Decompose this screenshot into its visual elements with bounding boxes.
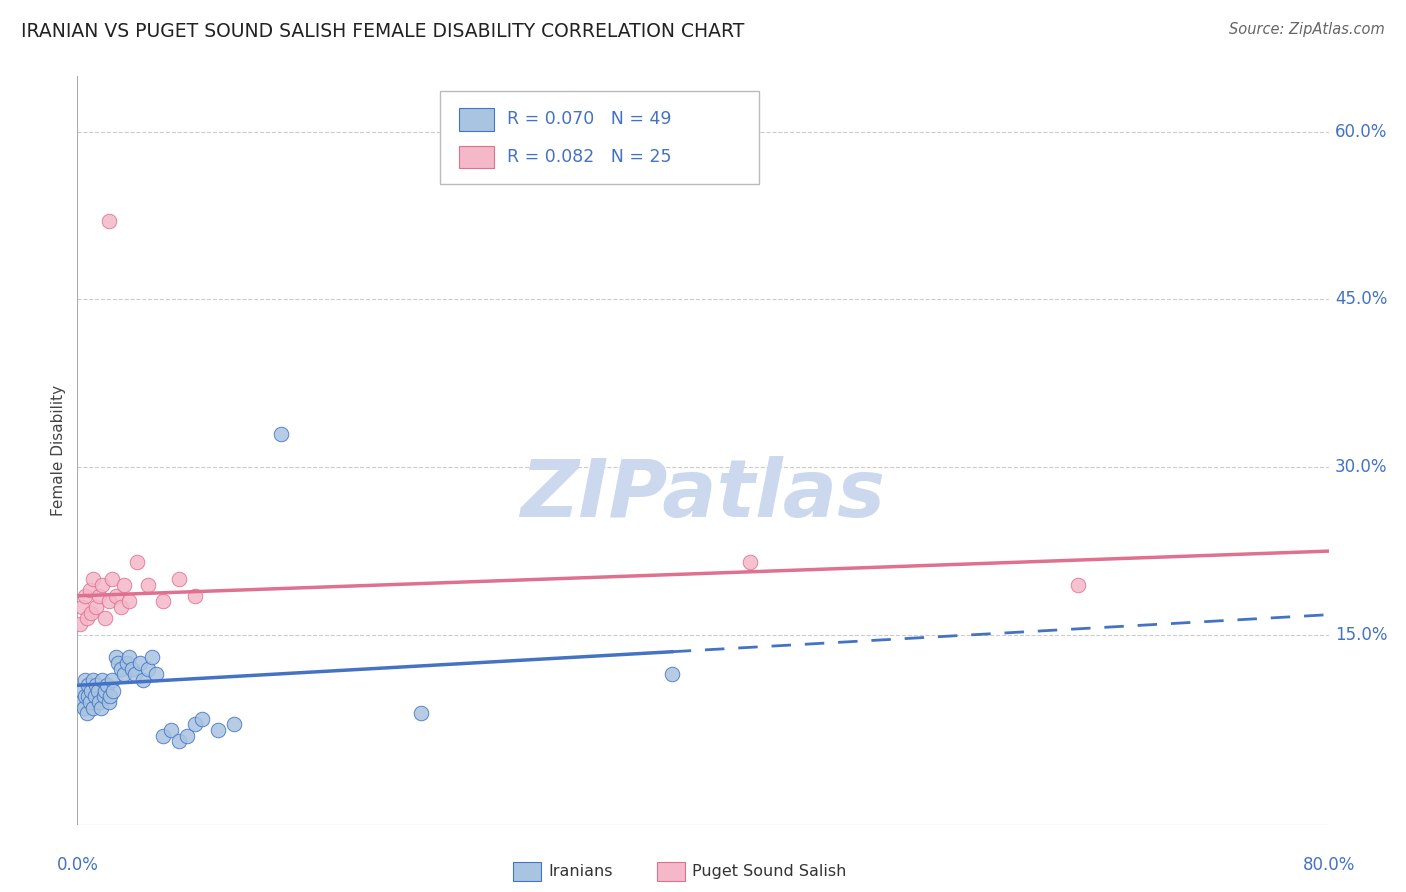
Point <box>105 589 128 603</box>
FancyBboxPatch shape <box>440 91 759 185</box>
Point <box>152 594 174 608</box>
Text: Puget Sound Salish: Puget Sound Salish <box>692 864 846 879</box>
Point <box>183 589 205 603</box>
Point <box>411 706 433 721</box>
Point <box>167 734 190 748</box>
Point <box>69 616 91 631</box>
Point <box>107 656 129 670</box>
Text: 80.0%: 80.0% <box>1302 855 1355 873</box>
Point <box>129 656 152 670</box>
Point <box>84 678 107 692</box>
Point <box>103 684 125 698</box>
Point <box>76 611 98 625</box>
Text: 0.0%: 0.0% <box>56 855 98 873</box>
Point <box>132 673 155 687</box>
Point <box>136 577 159 591</box>
Point <box>91 577 114 591</box>
Point <box>97 594 120 608</box>
Point <box>112 577 135 591</box>
Point <box>207 723 229 737</box>
Point <box>82 673 104 687</box>
Point <box>90 700 112 714</box>
Point <box>136 661 159 675</box>
Text: Iranians: Iranians <box>548 864 613 879</box>
Point <box>118 594 141 608</box>
Point <box>70 600 93 615</box>
Point <box>89 695 111 709</box>
Point <box>91 673 114 687</box>
Point <box>117 656 139 670</box>
Point <box>125 555 148 569</box>
Point <box>76 706 98 721</box>
Text: Source: ZipAtlas.com: Source: ZipAtlas.com <box>1229 22 1385 37</box>
Point <box>738 555 761 569</box>
Point <box>1067 577 1090 591</box>
Point <box>75 589 97 603</box>
Text: IRANIAN VS PUGET SOUND SALISH FEMALE DISABILITY CORRELATION CHART: IRANIAN VS PUGET SOUND SALISH FEMALE DIS… <box>21 22 744 41</box>
Point <box>80 684 103 698</box>
Point <box>72 700 94 714</box>
Point <box>118 650 141 665</box>
Text: 60.0%: 60.0% <box>1334 123 1388 141</box>
Point <box>176 729 198 743</box>
Point <box>79 695 101 709</box>
Point <box>94 684 117 698</box>
Point <box>110 600 132 615</box>
Text: ZIPatlas: ZIPatlas <box>520 457 886 534</box>
Bar <box>458 108 494 130</box>
Point <box>270 426 292 441</box>
Point <box>75 690 97 704</box>
Point <box>82 572 104 586</box>
Point <box>183 717 205 731</box>
Point <box>77 690 100 704</box>
Bar <box>458 145 494 168</box>
Point <box>105 650 128 665</box>
Text: R = 0.070   N = 49: R = 0.070 N = 49 <box>506 111 671 128</box>
Point <box>84 600 107 615</box>
Point <box>124 667 146 681</box>
Point <box>97 214 120 228</box>
Point <box>94 611 117 625</box>
Point <box>112 667 135 681</box>
Point <box>110 661 132 675</box>
Point <box>80 606 103 620</box>
Point <box>96 678 118 692</box>
Text: R = 0.082   N = 25: R = 0.082 N = 25 <box>506 148 671 166</box>
Text: 30.0%: 30.0% <box>1334 458 1388 476</box>
Point <box>121 661 143 675</box>
Point <box>100 572 122 586</box>
Point <box>141 650 163 665</box>
Point <box>89 589 111 603</box>
Point <box>86 684 108 698</box>
Point <box>75 673 97 687</box>
Point <box>82 700 104 714</box>
Point <box>152 729 174 743</box>
Point <box>79 583 101 598</box>
Point <box>145 667 167 681</box>
Point <box>98 690 121 704</box>
Text: 45.0%: 45.0% <box>1334 291 1388 309</box>
Y-axis label: Female Disability: Female Disability <box>51 384 66 516</box>
Point <box>191 712 214 726</box>
Point <box>93 690 115 704</box>
Point <box>661 667 683 681</box>
Point <box>69 695 91 709</box>
Point <box>100 673 122 687</box>
Point <box>222 717 245 731</box>
Point <box>167 572 190 586</box>
Point <box>160 723 183 737</box>
Point <box>70 684 93 698</box>
Point <box>77 678 100 692</box>
Point <box>83 690 105 704</box>
Text: 15.0%: 15.0% <box>1334 626 1388 644</box>
Point <box>97 695 120 709</box>
